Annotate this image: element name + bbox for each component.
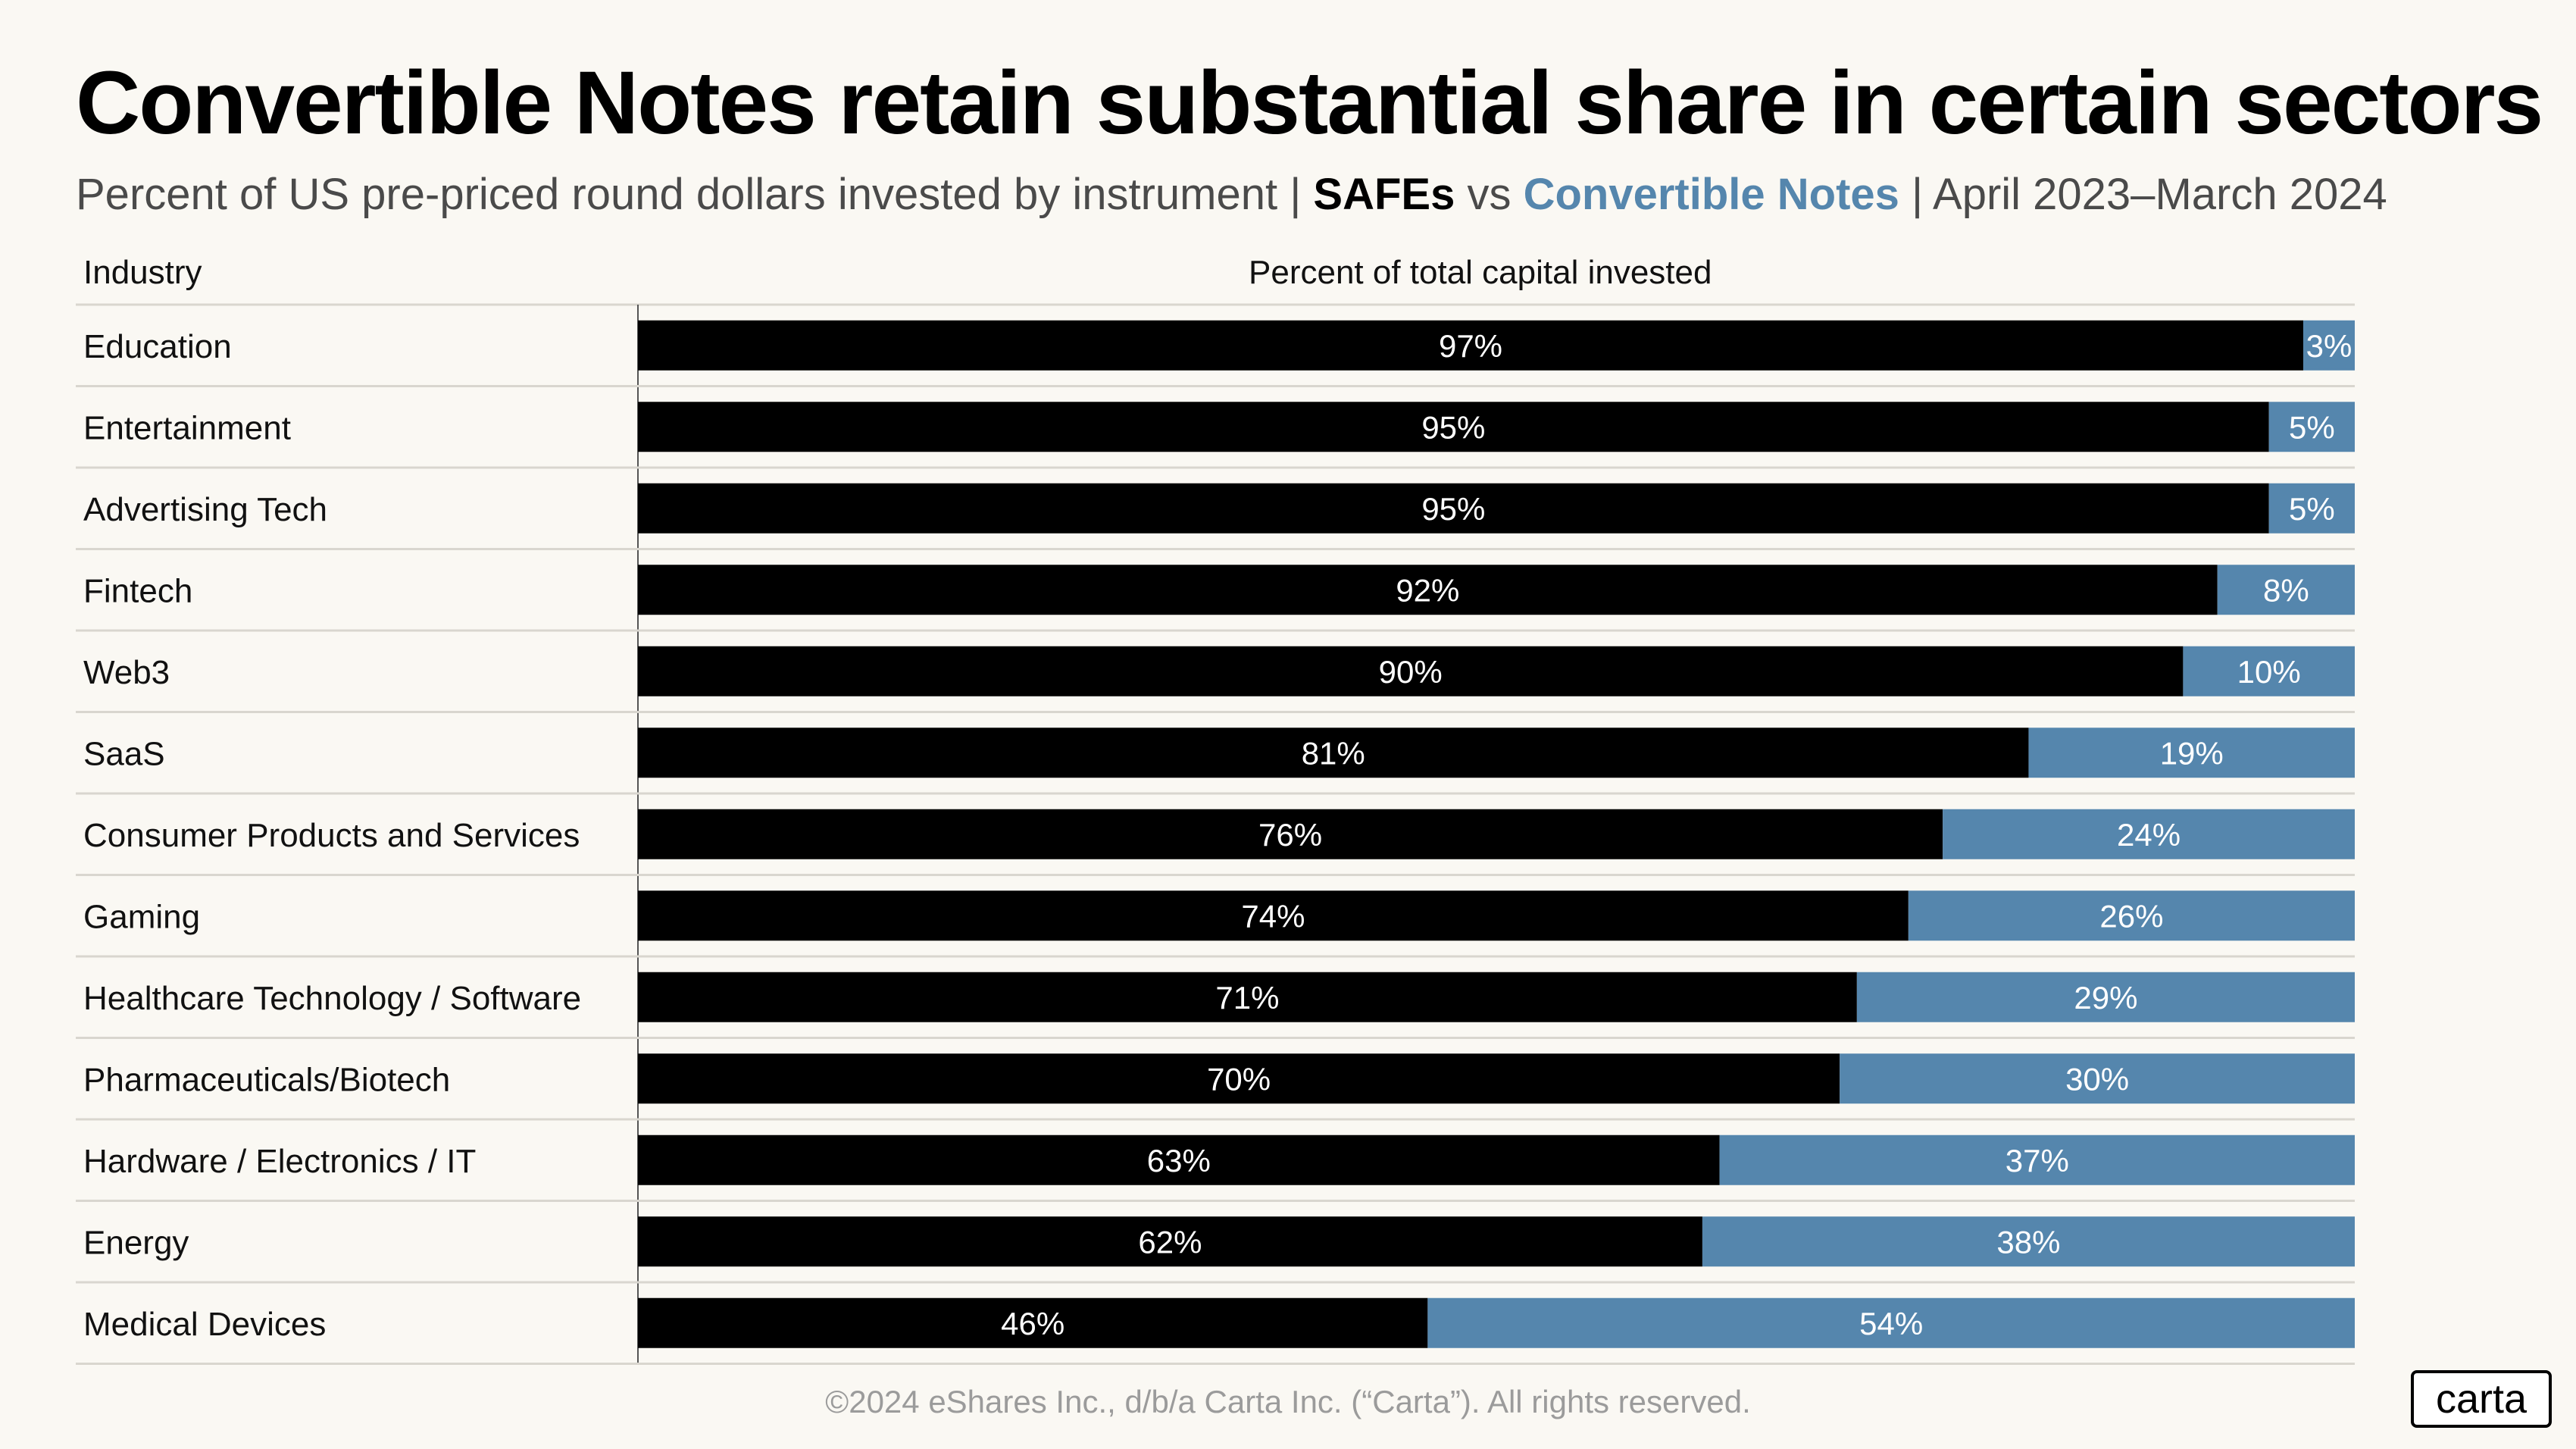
convertible-note-value-label: 26% <box>2099 898 2163 934</box>
category-label: Hardware / Electronics / IT <box>83 1143 476 1180</box>
category-label: Web3 <box>83 654 170 691</box>
safe-bar <box>638 890 1909 941</box>
category-label: SaaS <box>83 735 165 772</box>
percent-column-header: Percent of total capital invested <box>1249 254 1712 291</box>
legend-safes: SAFEs <box>1313 170 1455 219</box>
convertible-note-bar <box>2028 728 2355 778</box>
safe-bar <box>638 728 2029 778</box>
safe-value-label: 63% <box>1147 1143 1211 1178</box>
safe-bar <box>638 565 2218 615</box>
category-label: Education <box>83 328 232 365</box>
convertible-note-value-label: 37% <box>2005 1143 2069 1178</box>
safe-bar <box>638 809 1943 859</box>
convertible-note-value-label: 8% <box>2263 572 2309 608</box>
convertible-note-value-label: 30% <box>2065 1061 2129 1097</box>
safe-value-label: 95% <box>1421 409 1485 445</box>
convertible-note-bar <box>2183 646 2355 696</box>
convertible-note-bar <box>1943 809 2355 859</box>
chart-subtitle: Percent of US pre-priced round dollars i… <box>76 168 2387 221</box>
safe-value-label: 71% <box>1215 980 1279 1016</box>
category-label: Pharmaceuticals/Biotech <box>83 1061 450 1098</box>
convertible-note-value-label: 3% <box>2306 328 2352 364</box>
convertible-note-value-label: 5% <box>2289 491 2335 527</box>
safe-bar <box>638 1297 1428 1348</box>
subtitle-date-range: | April 2023–March 2024 <box>1899 170 2387 219</box>
category-label: Gaming <box>83 898 200 935</box>
category-label: Consumer Products and Services <box>83 817 580 854</box>
safe-value-label: 92% <box>1396 572 1459 608</box>
safe-value-label: 46% <box>1001 1306 1064 1341</box>
safe-bar <box>638 1216 1702 1267</box>
convertible-note-bar <box>1840 1053 2355 1104</box>
convertible-note-value-label: 10% <box>2237 654 2301 690</box>
convertible-note-value-label: 5% <box>2289 409 2335 445</box>
convertible-note-bar <box>2217 565 2355 615</box>
safe-value-label: 76% <box>1258 817 1322 853</box>
safe-value-label: 62% <box>1138 1224 1202 1260</box>
legend-convertible-notes: Convertible Notes <box>1523 170 1899 219</box>
convertible-note-bar <box>1856 972 2355 1022</box>
safe-bar <box>638 972 1857 1022</box>
copyright-footer: ©2024 eShares Inc., d/b/a Carta Inc. (“C… <box>825 1384 1751 1419</box>
safe-value-label: 81% <box>1302 735 1365 771</box>
convertible-note-bar <box>1427 1297 2355 1348</box>
convertible-note-bar <box>1719 1134 2355 1185</box>
convertible-note-bar <box>1908 890 2355 941</box>
convertible-note-bar <box>2303 320 2355 371</box>
convertible-note-bar <box>1702 1216 2355 1267</box>
chart-title: Convertible Notes retain substantial sha… <box>76 53 2543 153</box>
safe-value-label: 74% <box>1241 898 1305 934</box>
safe-value-label: 70% <box>1207 1061 1271 1097</box>
convertible-note-bar <box>2268 483 2355 534</box>
category-label: Medical Devices <box>83 1306 326 1343</box>
category-label: Healthcare Technology / Software <box>83 980 581 1017</box>
safe-bar <box>638 320 2304 371</box>
safe-bar <box>638 1053 1840 1104</box>
safe-bar <box>638 1134 1720 1185</box>
convertible-note-value-label: 24% <box>2117 817 2181 853</box>
convertible-note-value-label: 29% <box>2074 980 2137 1016</box>
safe-value-label: 97% <box>1439 328 1502 364</box>
safe-value-label: 90% <box>1379 654 1443 690</box>
category-label: Advertising Tech <box>83 491 327 528</box>
category-label: Energy <box>83 1224 189 1261</box>
safe-bar <box>638 402 2269 452</box>
subtitle-description: Percent of US pre-priced round dollars i… <box>76 170 1314 219</box>
convertible-note-bar <box>2268 402 2355 452</box>
safe-value-label: 95% <box>1421 491 1485 527</box>
carta-logo: carta <box>2411 1370 2552 1428</box>
convertible-note-value-label: 38% <box>1996 1224 2060 1260</box>
convertible-note-value-label: 54% <box>1859 1306 1923 1341</box>
category-label: Entertainment <box>83 409 291 446</box>
convertible-note-value-label: 19% <box>2160 735 2224 771</box>
safe-bar <box>638 646 2184 696</box>
safe-bar <box>638 483 2269 534</box>
category-label: Fintech <box>83 572 192 609</box>
industry-column-header: Industry <box>83 254 202 291</box>
subtitle-vs: vs <box>1455 170 1524 219</box>
